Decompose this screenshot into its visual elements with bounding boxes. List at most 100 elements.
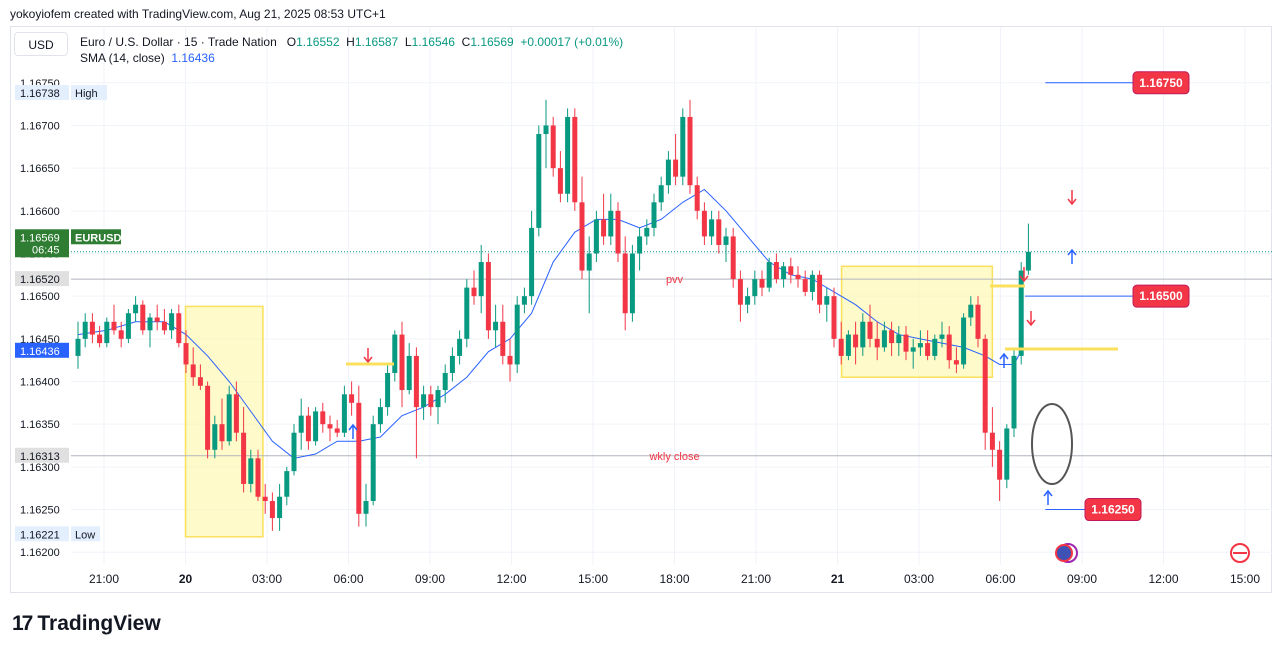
- candle: [881, 330, 887, 348]
- candle: [1004, 428, 1010, 480]
- candle: [860, 321, 866, 348]
- x-tick-label: 21:00: [89, 572, 119, 586]
- candle: [435, 390, 441, 408]
- candle: [529, 227, 535, 297]
- candle: [989, 432, 995, 450]
- candle: [608, 210, 614, 237]
- candle: [673, 159, 679, 177]
- candle: [572, 116, 578, 203]
- pvv-badge-value: 1.16520: [20, 274, 60, 286]
- arrow-down-icon: [1019, 275, 1029, 283]
- candle: [363, 500, 369, 514]
- legend-low: 1.16546: [411, 35, 455, 49]
- arrow-down-icon: [1026, 319, 1036, 327]
- legend-close-label: C: [461, 35, 471, 49]
- legend-open: 1.16552: [296, 35, 340, 49]
- candle: [233, 394, 239, 433]
- candle: [831, 296, 837, 339]
- candle: [413, 355, 419, 408]
- candle: [932, 338, 938, 356]
- candle: [737, 279, 743, 305]
- candle: [701, 210, 707, 237]
- wkly-close-badge: [15, 447, 69, 463]
- target-1-text: 1.16750: [1139, 76, 1183, 90]
- target-2-text: 1.16500: [1139, 289, 1183, 303]
- wkly-close-line-label: wkly close: [648, 451, 699, 463]
- y-tick-label: 1.16650: [20, 163, 60, 175]
- last-price-badge-tag: EURUSD: [75, 232, 122, 244]
- candle: [406, 355, 412, 391]
- candle: [500, 321, 506, 356]
- candle: [125, 313, 131, 339]
- legend-symbol-row: Euro / U.S. Dollar · 15 · Trade Nation O…: [80, 34, 623, 50]
- x-tick-label: 06:00: [333, 572, 363, 586]
- candle: [212, 424, 218, 450]
- candle: [377, 407, 383, 425]
- candle: [197, 377, 203, 386]
- wkly-close-badge-value: 1.16313: [20, 451, 60, 463]
- candle: [464, 287, 470, 339]
- low-badge-tag-bg: [71, 526, 100, 542]
- candle: [874, 338, 880, 348]
- candle: [622, 253, 628, 314]
- candle: [665, 159, 671, 186]
- candle: [169, 313, 175, 331]
- candle: [269, 500, 275, 519]
- candle: [485, 262, 491, 331]
- economic-event-icon: [1055, 544, 1073, 562]
- pvv-line-label: pvv: [666, 274, 684, 286]
- candle: [154, 317, 160, 322]
- candle: [975, 304, 981, 339]
- y-tick-label: 1.16600: [20, 206, 60, 218]
- candle: [298, 415, 304, 433]
- candle: [752, 279, 758, 297]
- x-tick-label: 15:00: [1230, 572, 1260, 586]
- arrow-down-icon: [363, 356, 373, 364]
- legend-low-label: L: [404, 35, 412, 49]
- supply-demand-zone: [184, 305, 264, 538]
- chart-credit: yokoyiofem created with TradingView.com,…: [10, 7, 386, 21]
- candle: [305, 415, 311, 442]
- high-badge: [15, 85, 69, 101]
- pvv-badge: [15, 271, 69, 287]
- target-1-badge: [1132, 71, 1190, 95]
- tradingview-logo[interactable]: 17 TradingView: [12, 612, 161, 636]
- candle: [824, 296, 830, 305]
- candle: [205, 385, 211, 450]
- last-price-badge-tag-bg: [71, 229, 121, 245]
- candle: [341, 394, 347, 433]
- low-badge: [15, 526, 69, 542]
- legend-sma-row[interactable]: SMA (14, close) 1.16436: [80, 50, 623, 66]
- candle: [291, 432, 297, 472]
- x-tick-label: 18:00: [659, 572, 689, 586]
- candle: [521, 296, 527, 305]
- candle: [809, 274, 815, 292]
- candle: [730, 236, 736, 280]
- high-badge-tag: High: [75, 88, 98, 100]
- candle: [421, 394, 427, 408]
- candle: [507, 355, 513, 365]
- y-tick-label: 1.16400: [20, 377, 60, 389]
- candle: [1018, 270, 1024, 356]
- x-tick-label: 06:00: [985, 572, 1015, 586]
- y-tick-label: 1.16300: [20, 462, 60, 474]
- candle: [896, 334, 902, 344]
- candle: [471, 287, 477, 297]
- legend-symbol[interactable]: Euro / U.S. Dollar · 15 · Trade Nation: [80, 35, 277, 49]
- candle: [327, 424, 333, 429]
- candle: [449, 355, 455, 373]
- candle: [644, 227, 650, 237]
- candle: [953, 360, 959, 365]
- candle: [262, 496, 268, 501]
- candle: [601, 219, 607, 237]
- y-tick-label: 1.16200: [20, 547, 60, 559]
- arrow-up-icon: [1067, 248, 1077, 256]
- x-tick-label: 21: [831, 572, 845, 586]
- arrow-up-icon: [999, 352, 1009, 360]
- candle: [781, 266, 787, 280]
- x-tick-label: 09:00: [415, 572, 445, 586]
- currency-button[interactable]: USD: [14, 32, 68, 56]
- candle: [176, 313, 182, 344]
- candle: [183, 343, 189, 365]
